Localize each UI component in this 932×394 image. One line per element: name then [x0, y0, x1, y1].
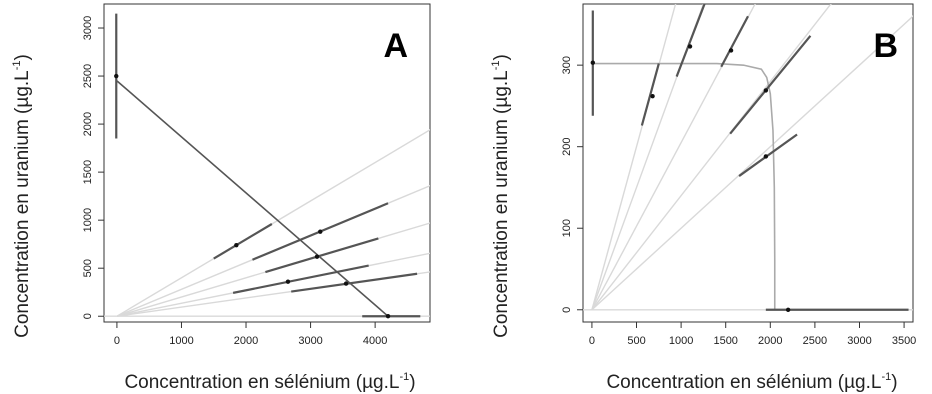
error-segment — [640, 63, 660, 126]
error-segment — [720, 15, 749, 68]
data-point — [318, 229, 323, 234]
x-tick-label: 500 — [627, 335, 645, 347]
y-tick-label: 100 — [561, 219, 573, 237]
error-segment — [213, 223, 273, 260]
x-tick-label: 2000 — [758, 335, 782, 347]
x-tick-label: 1500 — [713, 335, 737, 347]
x-tick-label: 3000 — [847, 335, 871, 347]
data-point — [385, 314, 391, 319]
x-tick-label: 0 — [589, 335, 595, 347]
ratio-ray — [116, 129, 430, 317]
x-tick-label: 1000 — [669, 335, 693, 347]
data-point — [234, 242, 239, 248]
panel-label-b: B — [873, 27, 898, 65]
x-tick-label: 1000 — [169, 335, 193, 347]
y-tick-label: 1500 — [82, 160, 94, 184]
ratio-ray — [591, 4, 832, 311]
x-tick-label: 3500 — [892, 335, 916, 347]
y-axis-title-b: Concentration en uranium (µg.L-1) — [490, 54, 512, 338]
y-tick-label: 1000 — [82, 208, 94, 232]
data-point — [687, 44, 693, 49]
fit-line — [116, 80, 389, 317]
data-point — [314, 254, 320, 259]
y-tick-label: 200 — [561, 138, 573, 156]
panel-b: 0 500 1000 1500 2000 2500 3000 3500 0 100 200 300 B… — [490, 3, 916, 393]
plot-area-a — [104, 13, 430, 319]
fit-curve — [591, 62, 776, 310]
x-tick-label: 2000 — [234, 335, 258, 347]
y-tick-label: 0 — [561, 307, 573, 313]
data-point — [285, 279, 291, 284]
error-segment — [232, 264, 369, 294]
plot-area-b — [583, 4, 913, 312]
data-point — [114, 73, 119, 79]
error-segment — [291, 272, 418, 293]
x-tick-label: 0 — [114, 335, 120, 347]
data-point — [728, 48, 734, 53]
data-point — [343, 281, 349, 286]
panel-label-a: A — [383, 27, 408, 65]
panel-a: 0 1000 2000 3000 4000 0 500 1000 1500 2000 2500 300… — [11, 3, 431, 393]
y-tick-label: 2500 — [82, 64, 94, 88]
y-tick-label: 500 — [82, 259, 94, 277]
ratio-ray — [591, 15, 913, 311]
y-tick-label: 2000 — [82, 112, 94, 136]
data-point — [763, 88, 769, 93]
x-tick-label: 4000 — [363, 335, 387, 347]
plot-frame-a — [103, 3, 431, 323]
x-axis-title-a: Concentration en sélénium (µg.L-1) — [124, 371, 415, 393]
data-point — [590, 60, 596, 65]
axes-b: 0 500 1000 1500 2000 2500 3000 3500 0 100 200 300 — [561, 56, 916, 347]
x-axis-title-b: Concentration en sélénium (µg.L-1) — [606, 371, 897, 393]
x-tick-label: 2500 — [803, 335, 827, 347]
ratio-ray — [591, 4, 705, 311]
axes-a: 0 1000 2000 3000 4000 0 500 1000 1500 2000 2500 300… — [82, 16, 387, 347]
data-point — [763, 154, 769, 159]
error-segment — [265, 237, 379, 274]
error-segment — [729, 35, 812, 135]
x-tick-label: 3000 — [298, 335, 322, 347]
data-point — [650, 93, 655, 99]
plot-frame-b — [582, 3, 914, 323]
y-tick-label: 300 — [561, 56, 573, 74]
y-axis-title-a: Concentration en uranium (µg.L-1) — [11, 54, 33, 338]
y-tick-label: 0 — [82, 313, 94, 319]
error-segment — [675, 4, 706, 77]
ratio-ray — [591, 4, 756, 311]
error-segment — [738, 133, 798, 177]
y-tick-label: 3000 — [82, 16, 94, 40]
data-point — [785, 307, 791, 312]
